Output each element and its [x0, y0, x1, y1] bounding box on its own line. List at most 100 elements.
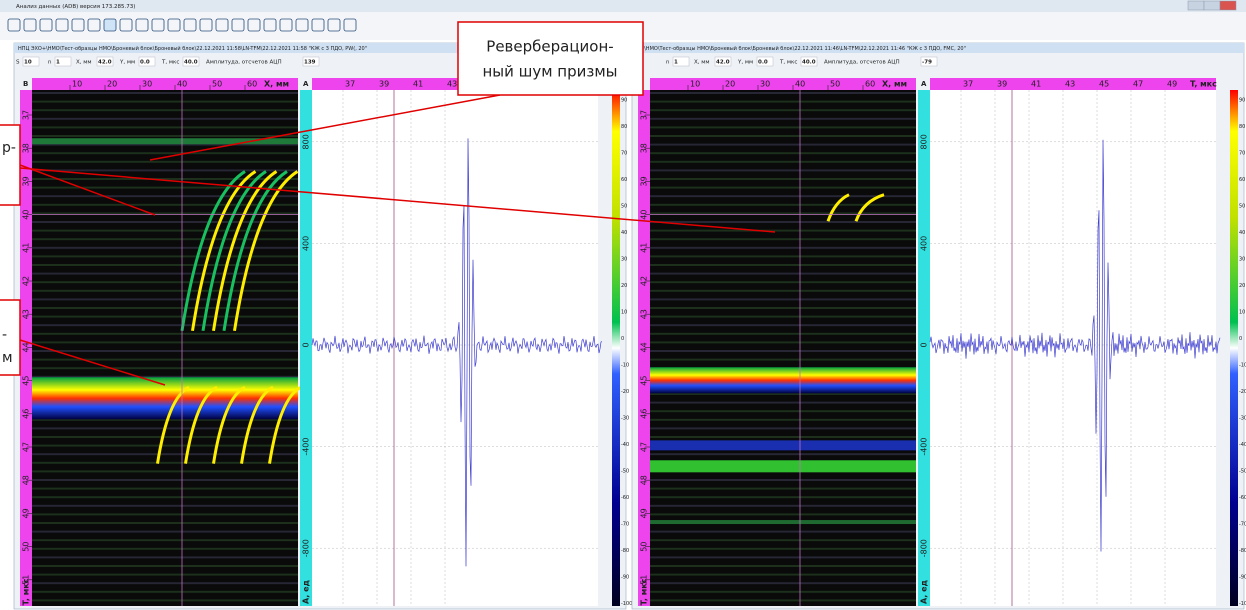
- toolbar-button[interactable]: [87, 18, 101, 32]
- panel-header-text: О+\НМО\Тест-образцы НМО\Броневый блок\Бр…: [636, 45, 966, 52]
- bscan-echo: [650, 520, 916, 525]
- bscan-noise-stripe: [32, 289, 298, 292]
- ruler-tick-label: 49: [22, 508, 31, 518]
- ruler-top: [32, 78, 298, 90]
- window-control[interactable]: [1187, 0, 1205, 11]
- bscan-noise-stripe: [650, 272, 916, 275]
- ruler-unit: T, мкс: [640, 578, 649, 605]
- toolbar-button[interactable]: [343, 18, 357, 32]
- bscan-noise-stripe: [650, 324, 916, 327]
- window-control[interactable]: [1203, 0, 1221, 11]
- param-field[interactable]: [138, 56, 156, 67]
- panel-header: [632, 43, 1244, 53]
- bscan-arc: [184, 385, 218, 464]
- ruler-tick-label: 39: [997, 80, 1007, 89]
- ruler-tick-label: 43: [1065, 80, 1075, 89]
- ruler-tick-label: 48: [22, 475, 31, 485]
- ruler-unit: T, мкс: [22, 578, 31, 605]
- bscan-noise-stripe: [650, 350, 916, 352]
- colorbar-label: 90: [1239, 98, 1245, 104]
- ruler-corner: B: [23, 80, 28, 88]
- param-field[interactable]: [22, 56, 40, 67]
- ruler-tick-label: 46: [640, 409, 649, 419]
- bscan-arc: [212, 170, 278, 332]
- panel-header-text: НПЦ ЭХО+\НМО\Тест-образцы НМО\Броневый б…: [18, 45, 367, 52]
- colorbar-label: 30: [621, 257, 627, 263]
- bscan-noise-stripe: [32, 272, 298, 275]
- colorbar-label: -30: [621, 416, 629, 422]
- bscan-noise-stripe: [650, 547, 916, 550]
- toolbar-button[interactable]: [167, 18, 181, 32]
- bscan-noise-stripe: [650, 109, 916, 112]
- bscan-noise-stripe: [650, 582, 916, 585]
- toolbar-button[interactable]: [55, 18, 69, 32]
- ruler-tick-label: 400: [920, 236, 929, 251]
- bscan-noise-stripe: [32, 203, 298, 206]
- bscan-noise-stripe: [32, 178, 298, 180]
- toolbar-button[interactable]: [215, 18, 229, 32]
- toolbar-button[interactable]: [263, 18, 277, 32]
- toolbar-button[interactable]: [103, 18, 117, 32]
- param-field[interactable]: [800, 56, 818, 67]
- ruler-unit: A, ед: [302, 579, 311, 604]
- toolbar-button[interactable]: [279, 18, 293, 32]
- toolbar-button[interactable]: [119, 18, 133, 32]
- bscan-arc: [156, 385, 190, 464]
- bscan-noise-stripe: [650, 332, 916, 335]
- bscan-noise-stripe: [650, 281, 916, 284]
- param-field[interactable]: [96, 56, 114, 67]
- colorbar-label: -50: [1239, 469, 1246, 475]
- bscan-noise-stripe: [32, 135, 298, 137]
- param-field[interactable]: [756, 56, 774, 67]
- param-value: 10: [24, 60, 32, 66]
- toolbar-button[interactable]: [231, 18, 245, 32]
- colorbar-label: -70: [1239, 522, 1246, 528]
- param-field[interactable]: [920, 56, 938, 67]
- toolbar-button[interactable]: [151, 18, 165, 32]
- callout-text: -: [2, 327, 7, 343]
- toolbar-button[interactable]: [199, 18, 213, 32]
- bscan-noise-stripe: [32, 487, 298, 490]
- toolbar-button[interactable]: [23, 18, 37, 32]
- bscan-noise-stripe: [650, 539, 916, 542]
- toolbar-button[interactable]: [295, 18, 309, 32]
- param-field[interactable]: [672, 56, 690, 67]
- param-field[interactable]: [54, 56, 72, 67]
- toolbar-button[interactable]: [71, 18, 85, 32]
- bscan-noise-stripe: [650, 143, 916, 146]
- param-label: Амплитуда, отсчетов АЦП: [824, 60, 900, 66]
- param-field[interactable]: [182, 56, 200, 67]
- toolbar-button[interactable]: [327, 18, 341, 32]
- toolbar-button[interactable]: [311, 18, 325, 32]
- ruler-tick-label: 10: [72, 80, 82, 89]
- ruler-tick-label: 30: [142, 80, 152, 89]
- toolbar-button[interactable]: [247, 18, 261, 32]
- ruler-tick-label: 41: [413, 80, 423, 89]
- window-control[interactable]: [1219, 0, 1237, 11]
- bscan-noise-stripe: [650, 590, 916, 593]
- ruler-tick-label: 30: [760, 80, 770, 89]
- ruler-top: [650, 78, 916, 90]
- ruler-tick-label: 49: [640, 508, 649, 518]
- colorbar-label: 70: [621, 151, 627, 157]
- colorbar-label: -20: [621, 389, 629, 395]
- toolbar-button[interactable]: [39, 18, 53, 32]
- callout-arrow: [149, 94, 501, 161]
- toolbar-button[interactable]: [7, 18, 21, 32]
- toolbar-button[interactable]: [135, 18, 149, 32]
- bscan-noise-stripe: [650, 504, 916, 507]
- colorbar-label: -40: [621, 442, 629, 448]
- param-field[interactable]: [714, 56, 732, 67]
- bscan-arc: [240, 385, 274, 464]
- ruler-unit: X, мм: [882, 80, 907, 89]
- bscan-noise-stripe: [650, 599, 916, 602]
- colorbar-label: -40: [1239, 442, 1246, 448]
- ruler-tick-label: 41: [1031, 80, 1041, 89]
- ruler-tick-label: 47: [1133, 80, 1143, 89]
- colorbar-label: 50: [621, 204, 627, 210]
- ruler-tick-label: 43: [447, 80, 457, 89]
- toolbar-button[interactable]: [183, 18, 197, 32]
- bscan-arc: [854, 193, 885, 222]
- param-field[interactable]: [302, 56, 320, 67]
- bscan-noise-stripe: [650, 307, 916, 309]
